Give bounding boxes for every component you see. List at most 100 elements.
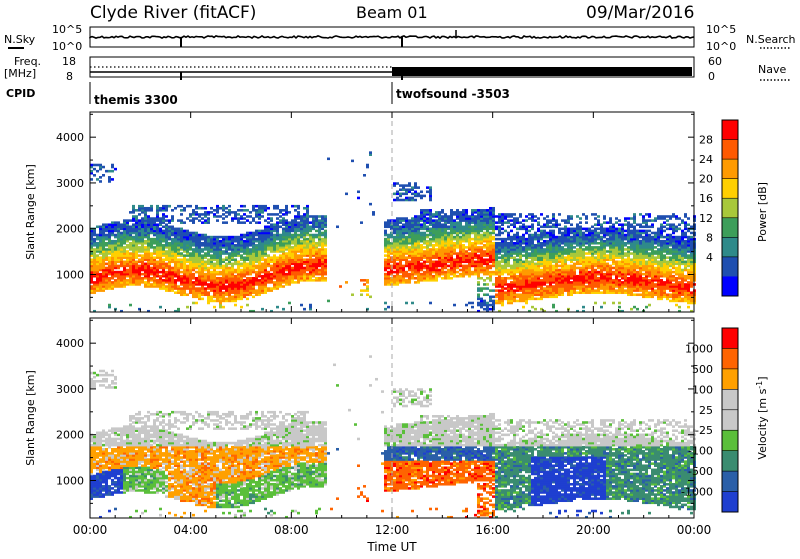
heatmap-cell bbox=[570, 228, 573, 231]
heatmap-cell bbox=[582, 248, 585, 251]
heatmap-cell bbox=[441, 223, 444, 226]
heatmap-cell bbox=[576, 291, 579, 294]
heatmap-cell bbox=[570, 281, 573, 284]
freq-trace bbox=[90, 67, 692, 80]
heatmap-cell bbox=[291, 267, 294, 270]
heatmap-cell bbox=[222, 306, 225, 309]
heatmap-cell bbox=[489, 304, 492, 307]
heatmap-cell bbox=[489, 232, 492, 235]
heatmap-cell bbox=[366, 293, 369, 296]
heatmap-cell bbox=[438, 269, 441, 272]
heatmap-cell bbox=[516, 232, 519, 235]
heatmap-cell bbox=[480, 287, 483, 290]
heatmap-cell bbox=[111, 240, 114, 243]
heatmap-cell bbox=[93, 164, 96, 167]
heatmap-cell bbox=[522, 306, 525, 309]
heatmap-cell bbox=[126, 250, 129, 253]
heatmap-cell bbox=[282, 308, 285, 311]
heatmap-cell bbox=[453, 242, 456, 245]
heatmap-cell bbox=[189, 232, 192, 235]
heatmap-cell bbox=[513, 217, 516, 220]
heatmap-cell bbox=[138, 213, 141, 216]
heatmap-cell bbox=[258, 205, 261, 208]
heatmap-cell bbox=[516, 275, 519, 278]
heatmap-cell bbox=[204, 261, 207, 264]
heatmap-cell bbox=[585, 252, 588, 255]
heatmap-cell bbox=[432, 213, 435, 216]
heatmap-cell bbox=[456, 271, 459, 274]
heatmap-cell bbox=[408, 246, 411, 249]
heatmap-cell bbox=[186, 217, 189, 220]
heatmap-cell bbox=[426, 265, 429, 268]
heatmap-cell bbox=[99, 226, 102, 229]
heatmap-cell bbox=[465, 209, 468, 212]
heatmap-cell bbox=[504, 277, 507, 280]
heatmap-cell bbox=[93, 168, 96, 171]
heatmap-cell bbox=[240, 234, 243, 237]
heatmap-cell bbox=[114, 271, 117, 274]
heatmap-cell bbox=[480, 209, 483, 212]
heatmap-cell bbox=[501, 254, 504, 257]
heatmap-cell bbox=[210, 271, 213, 274]
heatmap-cell bbox=[300, 215, 303, 218]
cpid-mode-1: themis 3300 bbox=[94, 93, 178, 107]
heatmap-cell bbox=[585, 215, 588, 218]
heatmap-cell bbox=[477, 281, 480, 284]
heatmap-cell bbox=[252, 217, 255, 220]
heatmap-cell bbox=[402, 223, 405, 226]
heatmap-cell bbox=[573, 263, 576, 266]
heatmap-cell bbox=[180, 287, 183, 290]
heatmap-cell bbox=[486, 258, 489, 261]
heatmap-cell bbox=[234, 236, 237, 239]
heatmap-cell bbox=[174, 279, 177, 282]
heatmap-cell bbox=[111, 178, 114, 181]
heatmap-cell bbox=[213, 236, 216, 239]
heatmap-cell bbox=[393, 193, 396, 196]
heatmap-cell bbox=[480, 234, 483, 237]
heatmap-cell bbox=[498, 238, 501, 241]
heatmap-cell bbox=[111, 221, 114, 224]
heatmap-cell bbox=[180, 252, 183, 255]
freq-block-late bbox=[392, 67, 692, 76]
heatmap-cell bbox=[471, 242, 474, 245]
heatmap-cell bbox=[426, 240, 429, 243]
heatmap-cell bbox=[258, 230, 261, 233]
heatmap-cell bbox=[534, 244, 537, 247]
heatmap-cell bbox=[531, 234, 534, 237]
heatmap-cell bbox=[123, 246, 126, 249]
heatmap-cell bbox=[93, 281, 96, 284]
heatmap-cell bbox=[159, 271, 162, 274]
heatmap-cell bbox=[117, 271, 120, 274]
heatmap-cell bbox=[138, 254, 141, 257]
heatmap-cell bbox=[240, 205, 243, 208]
heatmap-cell bbox=[471, 306, 474, 309]
heatmap-cell bbox=[156, 261, 159, 264]
heatmap-cell bbox=[213, 209, 216, 212]
heatmap-cell bbox=[297, 211, 300, 214]
heatmap-cell bbox=[585, 234, 588, 237]
heatmap-cell bbox=[93, 248, 96, 251]
heatmap-cell bbox=[501, 213, 504, 216]
heatmap-cell bbox=[360, 221, 363, 224]
heatmap-cell bbox=[96, 170, 99, 173]
heatmap-cell bbox=[492, 289, 495, 292]
heatmap-cell bbox=[240, 254, 243, 257]
heatmap-cell bbox=[528, 261, 531, 264]
heatmap-cell bbox=[420, 232, 423, 235]
heatmap-cell bbox=[552, 265, 555, 268]
heatmap-cell bbox=[150, 252, 153, 255]
heatmap-cell bbox=[126, 279, 129, 282]
heatmap-cell bbox=[315, 242, 318, 245]
heatmap-cell bbox=[489, 207, 492, 210]
heatmap-cell bbox=[582, 213, 585, 216]
heatmap-cell bbox=[465, 250, 468, 253]
heatmap-cell bbox=[312, 258, 315, 261]
heatmap-cell bbox=[195, 302, 198, 305]
heatmap-cell bbox=[201, 207, 204, 210]
heatmap-cell bbox=[180, 219, 183, 222]
heatmap-cell bbox=[420, 209, 423, 212]
heatmap-cell bbox=[579, 226, 582, 229]
heatmap-cell bbox=[429, 248, 432, 251]
heatmap-cell bbox=[213, 300, 216, 303]
heatmap-cell bbox=[180, 228, 183, 231]
